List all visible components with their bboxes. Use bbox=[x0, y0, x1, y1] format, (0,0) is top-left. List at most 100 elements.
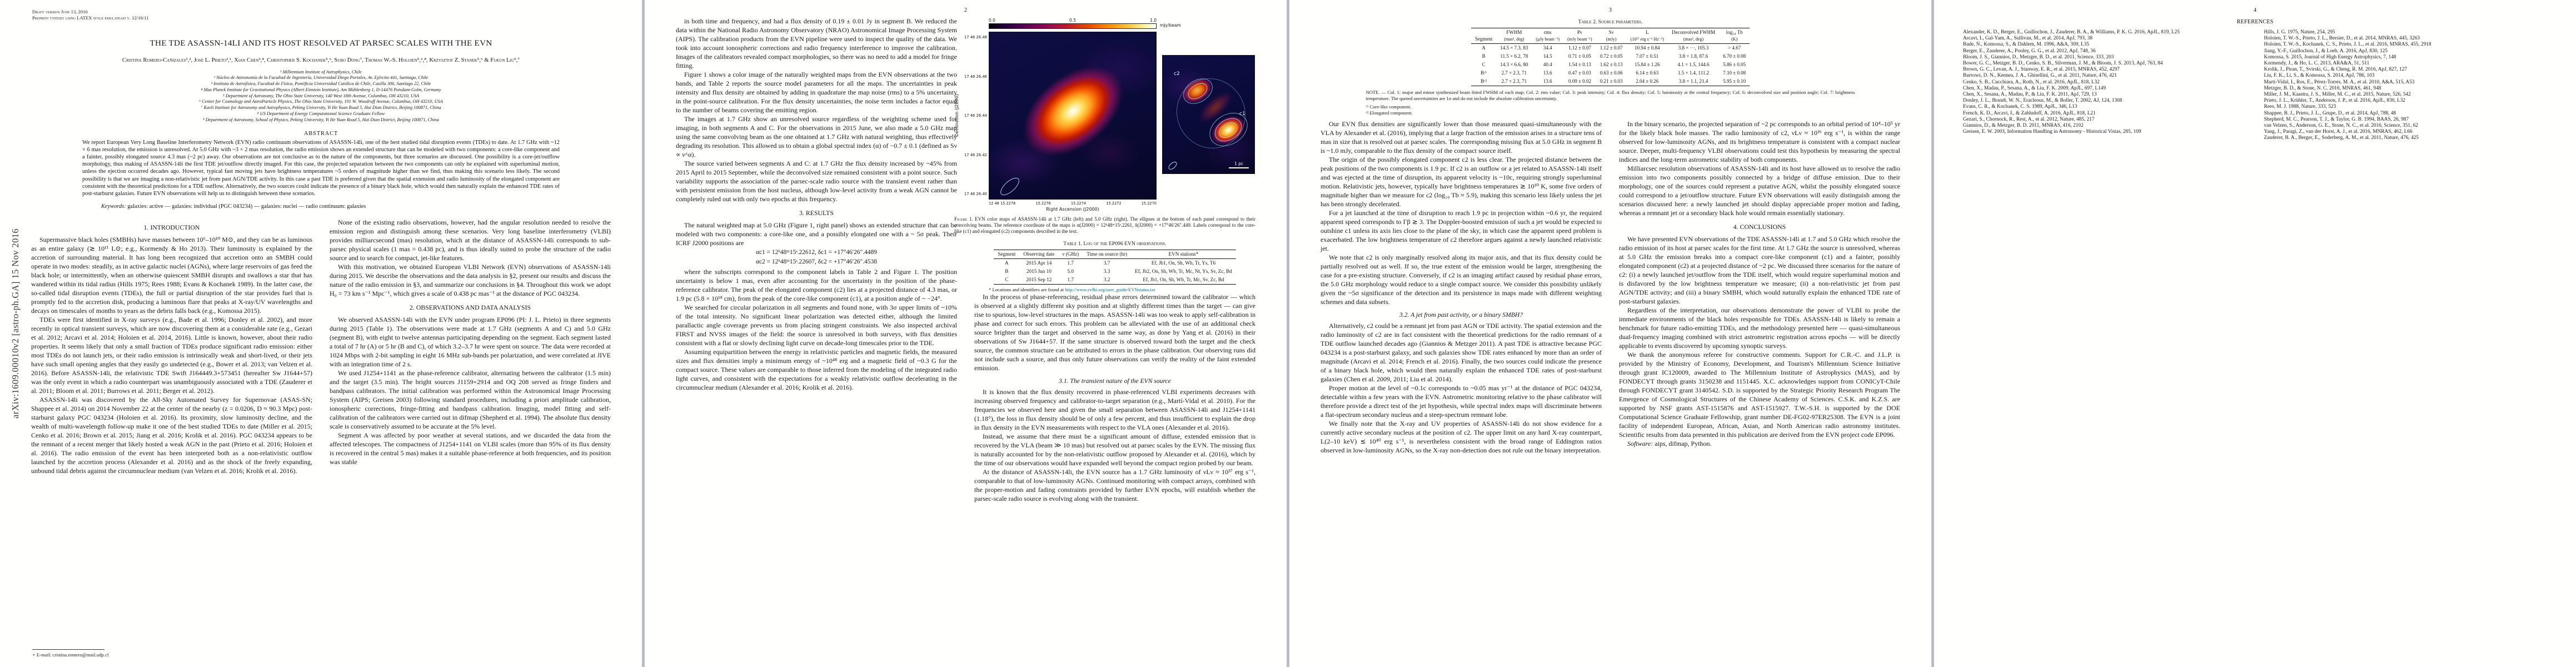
scalebar-label: 1 pc bbox=[1234, 161, 1244, 166]
colorbar-tick: 1.0 bbox=[1150, 18, 1157, 23]
page1-column-left: 1. INTRODUCTION Supermassive black holes… bbox=[31, 218, 312, 475]
reference-entry: Shappee, B. J., Prieto, J. L., Grupe, D.… bbox=[2264, 110, 2396, 116]
header-label: Sν bbox=[1608, 29, 1614, 35]
abstract-heading: ABSTRACT bbox=[303, 130, 338, 137]
body-paragraph: We observed ASASSN-14li with the EVN und… bbox=[330, 316, 611, 369]
preprint-style-line: Preprint typeset using LATEX style emula… bbox=[32, 15, 149, 21]
table1-caption-label: Table 1. bbox=[1063, 240, 1083, 247]
observations-paragraphs: We observed ASASSN-14li with the EVN und… bbox=[330, 315, 611, 466]
table1-footnote-url[interactable]: http://www.evlbi.org/user_guide/EVNstatu… bbox=[1065, 287, 1155, 293]
reference-entry: Bloom, J. S., Giannios, D., Metzger, B. … bbox=[1963, 54, 2114, 60]
cell-rms: 13.6 bbox=[1543, 78, 1552, 84]
header-unit: (mas², deg) bbox=[1504, 36, 1524, 42]
colorbar-unit: mJy/beam bbox=[1160, 23, 1181, 28]
body-paragraph: With this motivation, we obtained Europe… bbox=[330, 263, 611, 298]
body-paragraph: Figure 1 shows a color image of the natu… bbox=[676, 71, 957, 114]
ra-tick: 15.2272 bbox=[1106, 201, 1122, 206]
figure1-map-50ghz: c2 c1 1 pc bbox=[1162, 55, 1255, 174]
reference-entry: Zauderer, B. A., Berger, E., Soderberg, … bbox=[2264, 135, 2419, 141]
body-paragraph: TDEs were first identified in X-ray surv… bbox=[31, 316, 312, 395]
keywords-label: Keywords: bbox=[101, 203, 126, 210]
table1-footnote-prefix: * Locations and identifiers are found at bbox=[989, 287, 1065, 293]
table2-header-cell: Segment bbox=[1471, 28, 1497, 44]
cell-segment: B bbox=[1482, 53, 1486, 59]
body-paragraph: Regardless of the interpretation, our ob… bbox=[1619, 306, 1900, 350]
cell-luminosity: 15.84 ± 1.26 bbox=[1635, 61, 1660, 67]
reference-entry: Rees, M. J. 1988, Nature, 333, 523 bbox=[2264, 104, 2336, 110]
cell-brightness-temperature: 7.10 ± 0.08 bbox=[1723, 70, 1746, 76]
cell-rms: 14.5 bbox=[1543, 53, 1552, 59]
table1-header-cell: ν (GHz) bbox=[1058, 250, 1083, 260]
affiliation-line: ¹ Millennium Institute of Astrophysics, … bbox=[280, 69, 362, 74]
page-3: 3 Table 2. Source parameters. Segment FW… bbox=[1289, 0, 1931, 667]
body-paragraph: ASASSN-14li was discovered by the All-Sk… bbox=[31, 396, 312, 475]
colorbar-tick: 0.0 bbox=[989, 18, 995, 23]
cell-segment: Bᶜ² bbox=[1481, 78, 1487, 84]
draft-version-line: Draft version June 13, 2016 bbox=[32, 9, 88, 14]
table2-header-row: Segment FWHM (mas², deg) rms (μJy beam⁻¹… bbox=[1471, 28, 1750, 44]
ra-tick: 15.2274 bbox=[1070, 201, 1087, 206]
cell-stations: Ef, Jb2, On, Sh, Wb, Tr, Mc, Nt, Ys, Sv,… bbox=[1135, 268, 1232, 274]
page1-footnote: ⋆ E-mail: cristina.romero@mail.udp.cl bbox=[32, 649, 310, 658]
table2-row: Bᶜ¹ 2.7 × 2.3, 71 13.6 0.47 ± 0.03 0.63 … bbox=[1471, 69, 1750, 77]
reference-entry: van Velzen, S., Anderson, G. E., Stone, … bbox=[2264, 123, 2418, 129]
body-paragraph: At the distance of ASASSN-14li, the EVN … bbox=[974, 468, 1255, 503]
reference-entry: French, K. D., Arcavi, I., & Zabludoff, … bbox=[1963, 110, 2096, 116]
table2-grid: Segment FWHM (mas², deg) rms (μJy beam⁻¹… bbox=[1471, 28, 1750, 87]
cell-date: 2015 Jun 10 bbox=[1026, 268, 1052, 274]
cell-peak-intensity: 0.47 ± 0.03 bbox=[1568, 70, 1591, 76]
reference-entry: Giannios, D., & Metzger, B. D. 2011, MNR… bbox=[1963, 123, 2084, 129]
table1-header-cell: Observing date bbox=[1019, 250, 1059, 260]
page3-column-left: Our EVN flux densities are significantly… bbox=[1321, 120, 1602, 455]
body-paragraph: Instead, we assume that there must be a … bbox=[974, 432, 1255, 467]
colorbar-tick: 0.5 bbox=[1069, 18, 1076, 23]
intro-paragraphs-cont: None of the existing radio observations,… bbox=[330, 218, 611, 298]
author-list: Cristina Romero-Cañizales¹,², José L. Pr… bbox=[122, 57, 520, 63]
body-paragraph: We finally note that the X-ray and UV pr… bbox=[1321, 420, 1602, 455]
affiliation-line: ⁶ Center for Cosmology and AstroParticle… bbox=[199, 99, 443, 104]
position-line-c2: αc2 = 12ʰ48ᵐ15ˢ.22607, δc2 = +17°46′26″.… bbox=[756, 258, 877, 265]
header-unit: (10²⁷ erg s⁻¹ Hz⁻¹) bbox=[1630, 36, 1664, 42]
cell-fwhm: 14.5 × 7.3, 83 bbox=[1500, 44, 1528, 51]
reference-entry: Komossa, S. 2015, Journal of High Energy… bbox=[2264, 54, 2396, 60]
cell-stations: Ef, Jb1, On, Sh, Wb, Tr, Mc, Sv, Zc, Bd bbox=[1143, 277, 1224, 283]
keywords-line: Keywords: galaxies: active — galaxies: i… bbox=[82, 203, 560, 210]
body-paragraph: The natural weighted map at 5.0 GHz (Fig… bbox=[676, 221, 957, 247]
reference-entry: Cenko, S. B., Cucchiara, A., Roth, N., e… bbox=[1963, 79, 2100, 85]
body-paragraph: where the subscripts correspond to the c… bbox=[676, 268, 957, 302]
reference-entry: Chen, X., Sesana, A., Madau, P., & Liu, … bbox=[1963, 92, 2097, 98]
reference-entry: Bower, G. C., Metzger, B. D., Cenko, S. … bbox=[1963, 61, 2163, 67]
cell-luminosity: 6.14 ± 0.63 bbox=[1636, 70, 1659, 76]
reference-entry: Martí-Vidal, I., Ros, E., Pérez-Torres, … bbox=[2264, 79, 2415, 85]
cell-luminosity: 2.04 ± 0.26 bbox=[1636, 78, 1659, 84]
affiliation-line: ⁷ Kavli Institute for Astronomy and Astr… bbox=[201, 105, 441, 111]
reference-entry: Liu, F. K., Li, S., & Komossa, S. 2014, … bbox=[2264, 73, 2375, 79]
header-unit: (mas², deg) bbox=[1683, 36, 1704, 42]
table2-caption-label: Table 2. bbox=[1578, 19, 1597, 25]
cell-brightness-temperature: 5.95 ± 0.10 bbox=[1723, 78, 1746, 84]
section-3-heading: 3. RESULTS bbox=[799, 209, 834, 217]
dec-tick: 17 46 26.42 bbox=[964, 152, 987, 157]
footnote-email[interactable]: ⋆ E-mail: cristina.romero@mail.udp.cl bbox=[32, 652, 109, 658]
cell-time: 3.3 bbox=[1103, 268, 1110, 274]
body-paragraph: in both time and frequency, and had a fl… bbox=[676, 17, 957, 69]
page2-columns: in both time and frequency, and had a fl… bbox=[676, 17, 1255, 503]
body-paragraph: It is known that the flux density recove… bbox=[974, 388, 1255, 432]
affiliation-line: ⁵ Department of Astronomy, The Ohio Stat… bbox=[222, 93, 420, 98]
dec-axis-title: Declination (J2000) bbox=[954, 94, 959, 137]
affiliation-line: ² Núcleo de Astronomía de la Facultad de… bbox=[213, 75, 428, 81]
dec-tick-labels: 17 46 26.48 17 46 26.46 17 46 26.44 17 46 2… bbox=[962, 32, 989, 200]
colorbar-gradient bbox=[989, 23, 1157, 29]
header-unit: (mJy) bbox=[1606, 36, 1617, 42]
reference-entry: Burrows, D. N., Kennea, J. A., Ghisellin… bbox=[1963, 73, 2117, 79]
reference-entry: Yang, J., Paragi, Z., van der Horst, A. … bbox=[2264, 129, 2413, 135]
beam-ellipse-50ghz bbox=[1167, 160, 1179, 171]
page-1: arXiv:1609.00010v2 [astro-ph.GA] 15 Nov … bbox=[0, 0, 642, 667]
reference-entry: Hills, J. G. 1975, Nature, 254, 295 bbox=[2264, 29, 2335, 35]
cell-fwhm: 11.5 × 6.2, 78 bbox=[1500, 53, 1528, 59]
reduction-paragraphs: in both time and frequency, and had a fl… bbox=[676, 17, 957, 203]
body-paragraph: The source varied between segments A and… bbox=[676, 160, 957, 203]
cell-brightness-temperature: 5.86 ± 0.05 bbox=[1723, 61, 1746, 67]
ra-tick: 15.2276 bbox=[1035, 201, 1051, 206]
position-line-c1: αc1 = 12ʰ48ᵐ15ˢ.22612, δc1 = +17°46′26″.… bbox=[756, 249, 877, 256]
